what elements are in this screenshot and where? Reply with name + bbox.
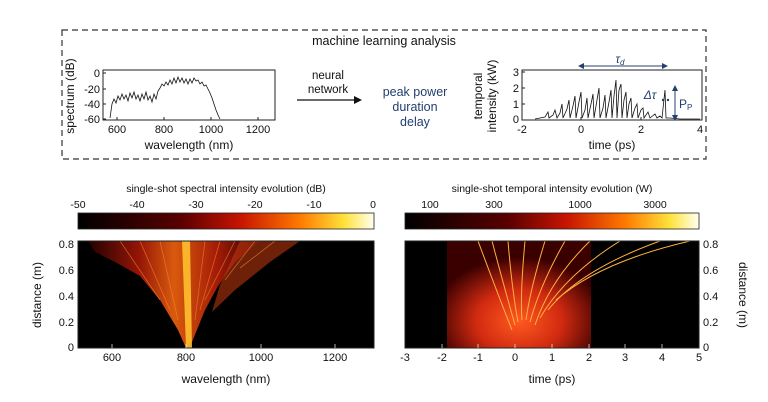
svg-text:neural: neural bbox=[312, 70, 344, 82]
svg-text:temporal: temporal bbox=[471, 73, 485, 120]
svg-text:300: 300 bbox=[485, 199, 503, 211]
temporal-xlabel: time (ps) bbox=[589, 138, 636, 152]
svg-text:-2: -2 bbox=[517, 124, 527, 136]
svg-text:delay: delay bbox=[400, 115, 431, 129]
spectral-xlabel: wavelength (nm) bbox=[181, 372, 271, 386]
svg-text:0.8: 0.8 bbox=[59, 239, 74, 251]
svg-text:-20: -20 bbox=[247, 199, 262, 211]
svg-text:1200: 1200 bbox=[323, 352, 347, 364]
svg-text:0.6: 0.6 bbox=[59, 265, 74, 277]
svg-text:-60: -60 bbox=[84, 114, 100, 126]
svg-text:2: 2 bbox=[513, 83, 519, 95]
svg-text:-30: -30 bbox=[188, 199, 203, 211]
svg-text:4: 4 bbox=[697, 124, 703, 136]
svg-text:600: 600 bbox=[103, 352, 121, 364]
svg-text:3: 3 bbox=[513, 67, 519, 79]
svg-text:0.4: 0.4 bbox=[703, 291, 718, 303]
svg-text:3: 3 bbox=[622, 352, 628, 364]
svg-text:0: 0 bbox=[703, 342, 709, 354]
svg-text:0: 0 bbox=[94, 68, 100, 80]
svg-text:600: 600 bbox=[108, 124, 126, 136]
ml-analysis-panel bbox=[61, 29, 707, 160]
svg-text:-40: -40 bbox=[129, 199, 144, 211]
svg-text:0.4: 0.4 bbox=[59, 291, 74, 303]
svg-text:2: 2 bbox=[586, 352, 592, 364]
svg-text:1000: 1000 bbox=[199, 124, 223, 136]
temporal-evolution: single-shot temporal intensity evolution… bbox=[400, 183, 750, 386]
svg-text:1: 1 bbox=[513, 99, 519, 111]
ml-outputs: peak power duration delay bbox=[383, 85, 448, 129]
svg-text:0.8: 0.8 bbox=[703, 239, 718, 251]
temporal-ylabel: distance (m) bbox=[736, 262, 750, 328]
svg-text:-10: -10 bbox=[306, 199, 321, 211]
svg-text:3000: 3000 bbox=[643, 199, 667, 211]
temporal-colorbar-title: single-shot temporal intensity evolution… bbox=[452, 183, 653, 195]
svg-text:0.6: 0.6 bbox=[703, 265, 718, 277]
peak-power-label: PP bbox=[679, 97, 692, 112]
svg-text:1: 1 bbox=[549, 352, 555, 364]
svg-text:duration: duration bbox=[392, 100, 437, 114]
temporal-curve bbox=[534, 79, 700, 120]
svg-text:1200: 1200 bbox=[246, 124, 270, 136]
svg-text:1000: 1000 bbox=[249, 352, 273, 364]
svg-text:0.2: 0.2 bbox=[59, 317, 74, 329]
svg-text:network: network bbox=[308, 84, 349, 96]
svg-text:0.2: 0.2 bbox=[703, 317, 718, 329]
spectrum-curve bbox=[109, 75, 221, 120]
spectral-evolution: single-shot spectral intensity evolution… bbox=[30, 183, 376, 386]
spectrum-ylabel: spectrum (dB) bbox=[63, 58, 77, 133]
svg-text:800: 800 bbox=[177, 352, 195, 364]
temporal-xlabel: time (ps) bbox=[529, 372, 576, 386]
neural-network-arrow: neural network bbox=[297, 70, 362, 104]
svg-text:100: 100 bbox=[421, 199, 439, 211]
tau-d-label: τd bbox=[616, 52, 626, 67]
svg-text:-2: -2 bbox=[437, 352, 447, 364]
svg-text:0: 0 bbox=[68, 342, 74, 354]
spectral-ylabel: distance (m) bbox=[30, 262, 44, 328]
spectral-colorbar-title: single-shot spectral intensity evolution… bbox=[126, 183, 326, 195]
svg-text:peak power: peak power bbox=[383, 85, 448, 99]
spectrum-xlabel: wavelength (nm) bbox=[144, 138, 234, 152]
svg-text:0: 0 bbox=[578, 124, 584, 136]
svg-text:-50: -50 bbox=[70, 199, 85, 211]
spectral-colorbar bbox=[77, 212, 375, 230]
delta-tau-label: Δτ bbox=[643, 88, 658, 102]
svg-text:2: 2 bbox=[638, 124, 644, 136]
svg-text:-1: -1 bbox=[473, 352, 483, 364]
svg-text:800: 800 bbox=[155, 124, 173, 136]
temporal-colorbar bbox=[404, 212, 700, 230]
svg-text:-40: -40 bbox=[84, 99, 100, 111]
svg-text:4: 4 bbox=[659, 352, 665, 364]
svg-text:0: 0 bbox=[513, 114, 519, 126]
svg-text:0: 0 bbox=[370, 199, 376, 211]
svg-text:0: 0 bbox=[512, 352, 518, 364]
svg-text:1000: 1000 bbox=[568, 199, 592, 211]
svg-text:-3: -3 bbox=[400, 352, 410, 364]
svg-text:-20: -20 bbox=[84, 84, 100, 96]
svg-text:intensity (kW): intensity (kW) bbox=[485, 60, 499, 133]
svg-text:5: 5 bbox=[696, 352, 702, 364]
panel-title: machine learning analysis bbox=[312, 34, 456, 48]
spectrum-plot: 600 800 1000 1200 0 -20 -40 -60 waveleng… bbox=[63, 58, 276, 152]
temporal-plot: -2 0 2 4 3 2 1 0 time (ps) temporal inte… bbox=[471, 52, 703, 152]
